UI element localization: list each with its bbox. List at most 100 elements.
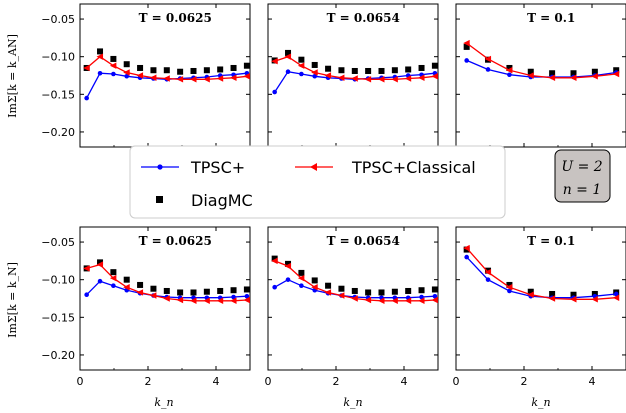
classical-point — [612, 70, 620, 78]
y-tick-label: −0.10 — [41, 274, 75, 287]
classical-point — [418, 297, 425, 304]
param-box: U = 2 n = 1 — [554, 149, 611, 203]
classical-point — [83, 265, 90, 272]
diagmc-point — [137, 64, 144, 71]
classical-point — [163, 75, 170, 82]
panel-bottom-2: 0 2 4 T = 0.0654 — [265, 226, 439, 388]
classical-point — [203, 297, 210, 304]
diagmc-point — [230, 64, 237, 71]
classical-line — [466, 42, 617, 79]
classical-line — [466, 247, 617, 300]
diagmc-point — [405, 66, 412, 73]
diagmc-point — [243, 62, 250, 69]
classical-point — [570, 74, 577, 81]
tpsc-point — [285, 277, 291, 282]
tpsc-point — [507, 72, 512, 78]
classical-point — [284, 53, 292, 60]
classical-point — [109, 274, 117, 282]
plot-area — [271, 49, 438, 95]
classical-point — [527, 291, 534, 298]
y-label-top: ImΣ[k = k_AN] — [6, 34, 19, 118]
y-tick-label: −0.20 — [41, 126, 75, 139]
classical-point — [176, 76, 184, 83]
x-tick-label: 2 — [333, 375, 340, 388]
classical-point — [109, 62, 117, 69]
classical-point — [149, 74, 157, 81]
diagmc-point — [365, 289, 372, 296]
classical-point — [243, 73, 250, 80]
diagmc-point — [506, 281, 513, 288]
classical-point — [570, 296, 577, 303]
tpsc-point — [124, 73, 130, 79]
diagmc-point — [123, 61, 130, 68]
diagmc-point — [527, 68, 534, 75]
diagmc-point — [391, 67, 398, 74]
classical-point — [230, 297, 237, 304]
classical-point — [404, 297, 412, 304]
classical-point — [418, 74, 425, 81]
panel-frame — [267, 226, 439, 371]
panel-bottom-1: −0.05 −0.10 −0.15 −0.200 2 4 T = 0.0625 — [41, 226, 251, 388]
diagmc-point — [163, 67, 170, 74]
tpsc-point — [84, 292, 89, 298]
x-tick-label: 2 — [521, 375, 528, 388]
legend-tpsc-marker — [157, 164, 163, 170]
diagmc-point — [230, 287, 237, 294]
classical-point — [484, 55, 492, 63]
classical-point — [591, 73, 598, 80]
panel-title: T = 0.0654 — [327, 234, 400, 248]
classical-point — [271, 257, 278, 265]
tpsc-point — [272, 89, 277, 95]
diagmc-point — [163, 287, 170, 294]
classical-point — [377, 297, 385, 304]
legend-diagmc-marker — [156, 196, 163, 203]
y-tick-label: −0.15 — [41, 311, 75, 324]
diagmc-point — [431, 286, 438, 293]
x-tick-label: 4 — [401, 375, 408, 388]
tpsc-point — [485, 67, 491, 72]
classical-point — [284, 262, 292, 270]
classical-point — [271, 58, 278, 65]
y-tick-label: −0.05 — [41, 13, 75, 26]
diagmc-point — [391, 288, 398, 295]
diagmc-point — [591, 68, 598, 75]
classical-point — [431, 73, 438, 80]
x-tick-label: 4 — [213, 375, 220, 388]
tpsc-point — [299, 71, 304, 77]
plot-area — [463, 244, 620, 303]
diagmc-point — [271, 255, 278, 262]
panel-title: T = 0.1 — [527, 11, 575, 25]
legend-tpsc-label: TPSC+ — [190, 158, 245, 177]
diagmc-point — [110, 55, 117, 62]
diagmc-point — [150, 67, 157, 74]
classical-point — [463, 39, 470, 47]
diagmc-point — [97, 259, 104, 266]
param-u: U = 2 — [561, 159, 602, 175]
plot-area — [463, 39, 620, 81]
diagmc-point — [203, 67, 210, 74]
x-tick-label: 0 — [453, 375, 460, 388]
diagmc-point — [311, 61, 318, 68]
classical-point — [96, 261, 104, 268]
tpsc-point — [485, 277, 491, 282]
classical-point — [364, 76, 372, 83]
classical-point — [216, 297, 224, 304]
tpsc-point — [464, 254, 469, 260]
classical-point — [324, 289, 332, 296]
tpsc-point — [613, 291, 619, 297]
diagmc-point — [338, 67, 345, 74]
diagmc-point — [418, 287, 425, 294]
y-label-bottom: ImΣ[k = k_N] — [6, 262, 19, 338]
diagmc-point — [506, 64, 513, 71]
x-tick-label: 0 — [77, 375, 84, 388]
tpsc-point — [111, 71, 116, 77]
diagmc-point — [190, 67, 197, 74]
classical-point — [230, 74, 237, 81]
diagmc-point — [217, 287, 224, 294]
diagmc-point — [150, 285, 157, 292]
diagmc-point — [110, 269, 117, 276]
diagmc-point — [570, 291, 577, 298]
classical-point — [505, 67, 513, 74]
plot-area — [271, 255, 438, 304]
diagmc-point — [298, 56, 305, 63]
